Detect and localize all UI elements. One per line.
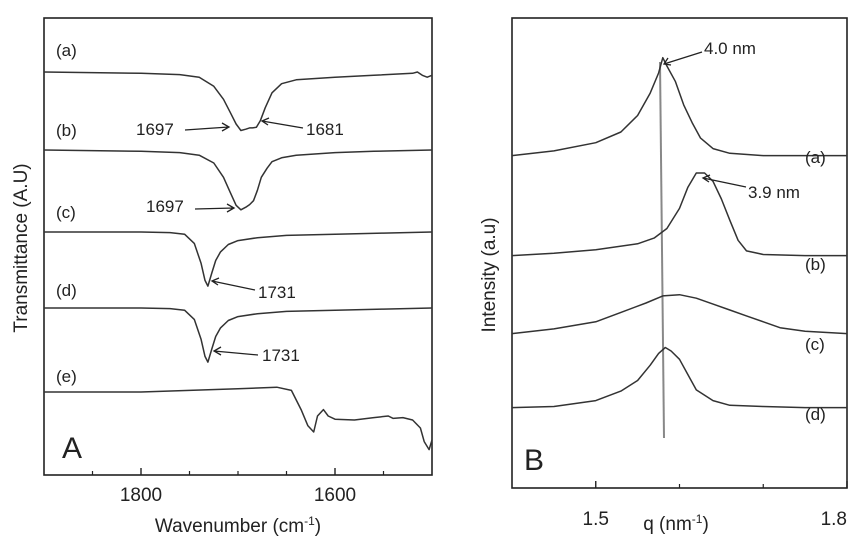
annotation-4-0nm: 4.0 nm	[704, 39, 756, 58]
annotation-3-9nm: 3.9 nm	[748, 183, 800, 202]
x-tick-label-b-1: 1.8	[821, 509, 847, 530]
annotation-1681: 1681	[306, 120, 344, 139]
annotation-1731-d: 1731	[262, 346, 300, 365]
x-tick-label-a-0: 1800	[120, 485, 162, 506]
panel-label-b: B	[524, 444, 544, 477]
y-axis-title-a: Transmittance (A.U)	[11, 163, 32, 332]
saxs-curve-c	[511, 293, 848, 335]
series-label-d-left: (d)	[56, 281, 77, 300]
series-label-b-right: (b)	[805, 255, 826, 274]
annotation-1697-a: 1697	[136, 120, 174, 139]
series-label-e-left: (e)	[56, 367, 77, 386]
arrow-4-0nm	[662, 51, 703, 66]
arrow-3-9nm	[701, 174, 747, 188]
panel-a-ticks: 1800 1600	[91, 468, 385, 506]
panel-b-curves	[511, 56, 848, 409]
panel-a-frame	[43, 17, 433, 476]
arrow-1731-c	[210, 277, 256, 291]
x-tick-label-a-1: 1600	[314, 485, 356, 506]
series-label-b-left: (b)	[56, 121, 77, 140]
x-axis-title-a: Wavenumber (cm-1)	[155, 514, 321, 537]
reference-line	[659, 61, 665, 439]
arrow-1697-b	[194, 203, 236, 213]
series-label-a-left: (a)	[56, 41, 77, 60]
series-label-a-right: (a)	[805, 148, 826, 167]
saxs-curve-b	[511, 172, 847, 257]
spectrum-curve-c	[44, 231, 433, 287]
spectrum-curve-e	[44, 386, 433, 451]
arrow-1681	[260, 117, 304, 129]
annotation-1731-c: 1731	[258, 283, 296, 302]
series-label-d-right: (d)	[805, 405, 826, 424]
panel-b-ticks: 1.5 1.8	[583, 481, 848, 530]
panel-label-a: A	[62, 432, 82, 465]
spectrum-curve-a	[43, 71, 433, 132]
saxs-curve-d	[511, 346, 847, 409]
saxs-curve-a	[511, 56, 847, 157]
x-tick-label-b-0: 1.5	[583, 509, 609, 530]
arrow-1697-a	[184, 122, 231, 132]
spectrum-curve-b	[43, 149, 433, 211]
spectrum-curve-d	[44, 307, 433, 363]
series-label-c-left: (c)	[56, 203, 76, 222]
series-label-c-right: (c)	[805, 335, 825, 354]
y-axis-title-b: Intensity (a.u)	[479, 217, 500, 332]
x-axis-title-b: q (nm-1)	[643, 512, 709, 535]
annotation-1697-b: 1697	[146, 197, 184, 216]
panel-a-curves	[43, 71, 433, 451]
arrow-1731-d	[212, 346, 259, 356]
